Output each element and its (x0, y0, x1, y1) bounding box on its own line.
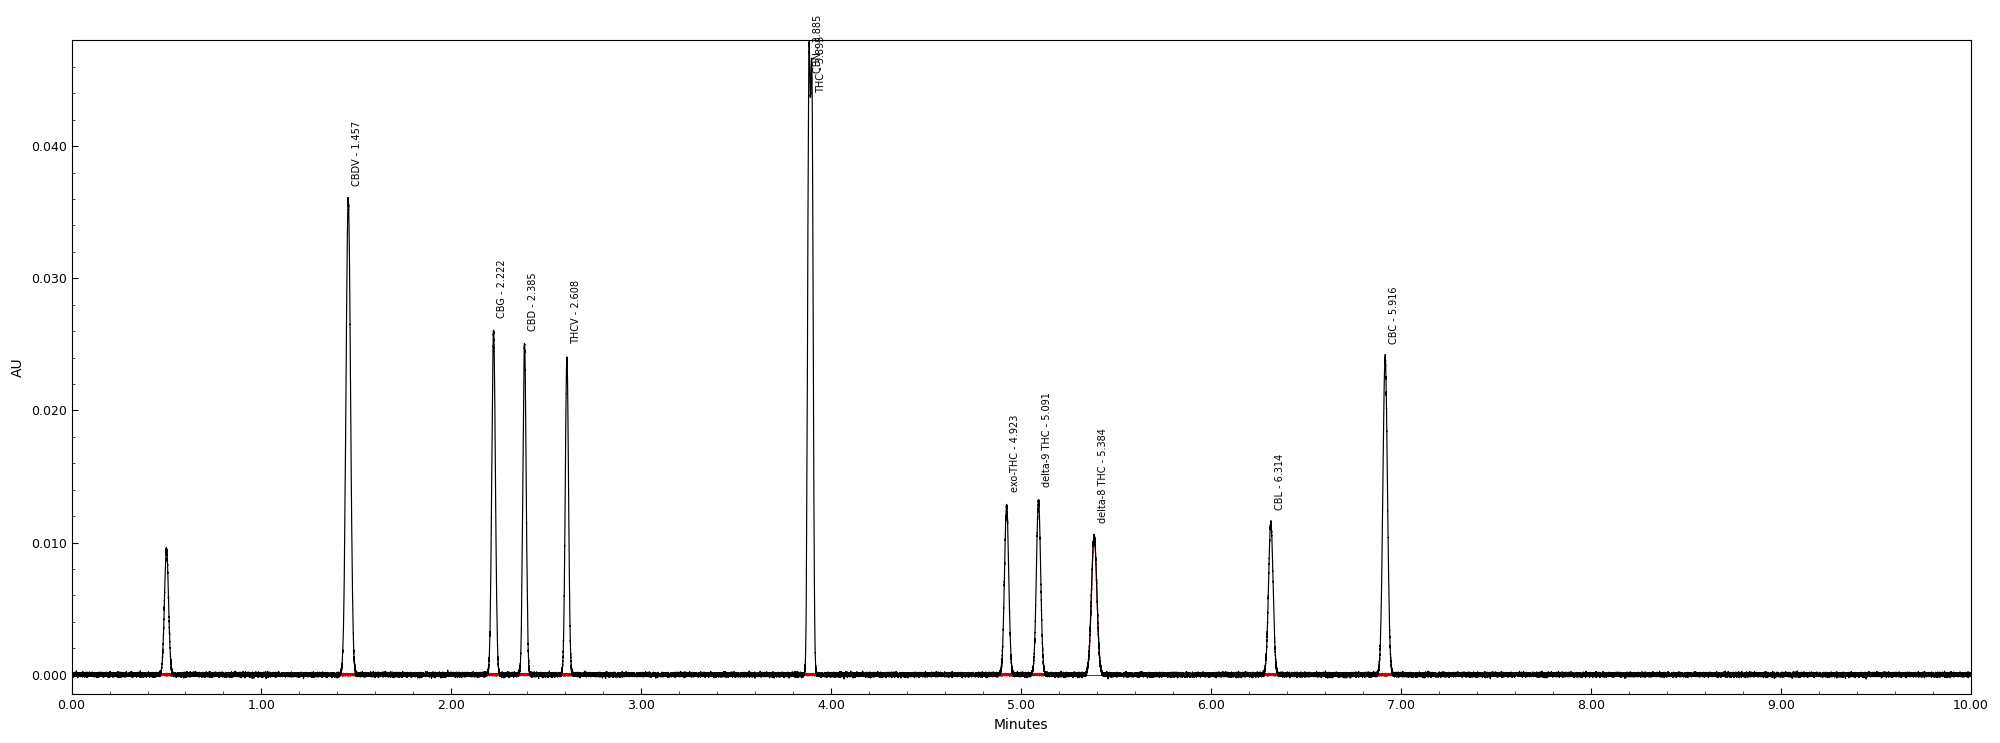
Text: delta-9 THC - 5.091: delta-9 THC - 5.091 (1042, 392, 1052, 487)
Text: delta-8 THC - 5.384: delta-8 THC - 5.384 (1098, 428, 1108, 523)
Text: CBL - 6.314: CBL - 6.314 (1274, 453, 1284, 510)
Text: CBD - 2.385: CBD - 2.385 (528, 273, 538, 331)
Text: THCV - 2.608: THCV - 2.608 (570, 280, 580, 344)
Text: CBC - 5.916: CBC - 5.916 (1388, 287, 1398, 344)
Text: THC - 3.895: THC - 3.895 (816, 36, 826, 94)
Text: CBG - 2.222: CBG - 2.222 (498, 259, 508, 318)
Y-axis label: AU: AU (12, 357, 26, 377)
Text: exo-THC - 4.923: exo-THC - 4.923 (1010, 415, 1020, 493)
Text: CBN - 3.885: CBN - 3.885 (812, 16, 822, 74)
Text: CBDV - 1.457: CBDV - 1.457 (352, 120, 362, 186)
X-axis label: Minutes: Minutes (994, 718, 1048, 732)
